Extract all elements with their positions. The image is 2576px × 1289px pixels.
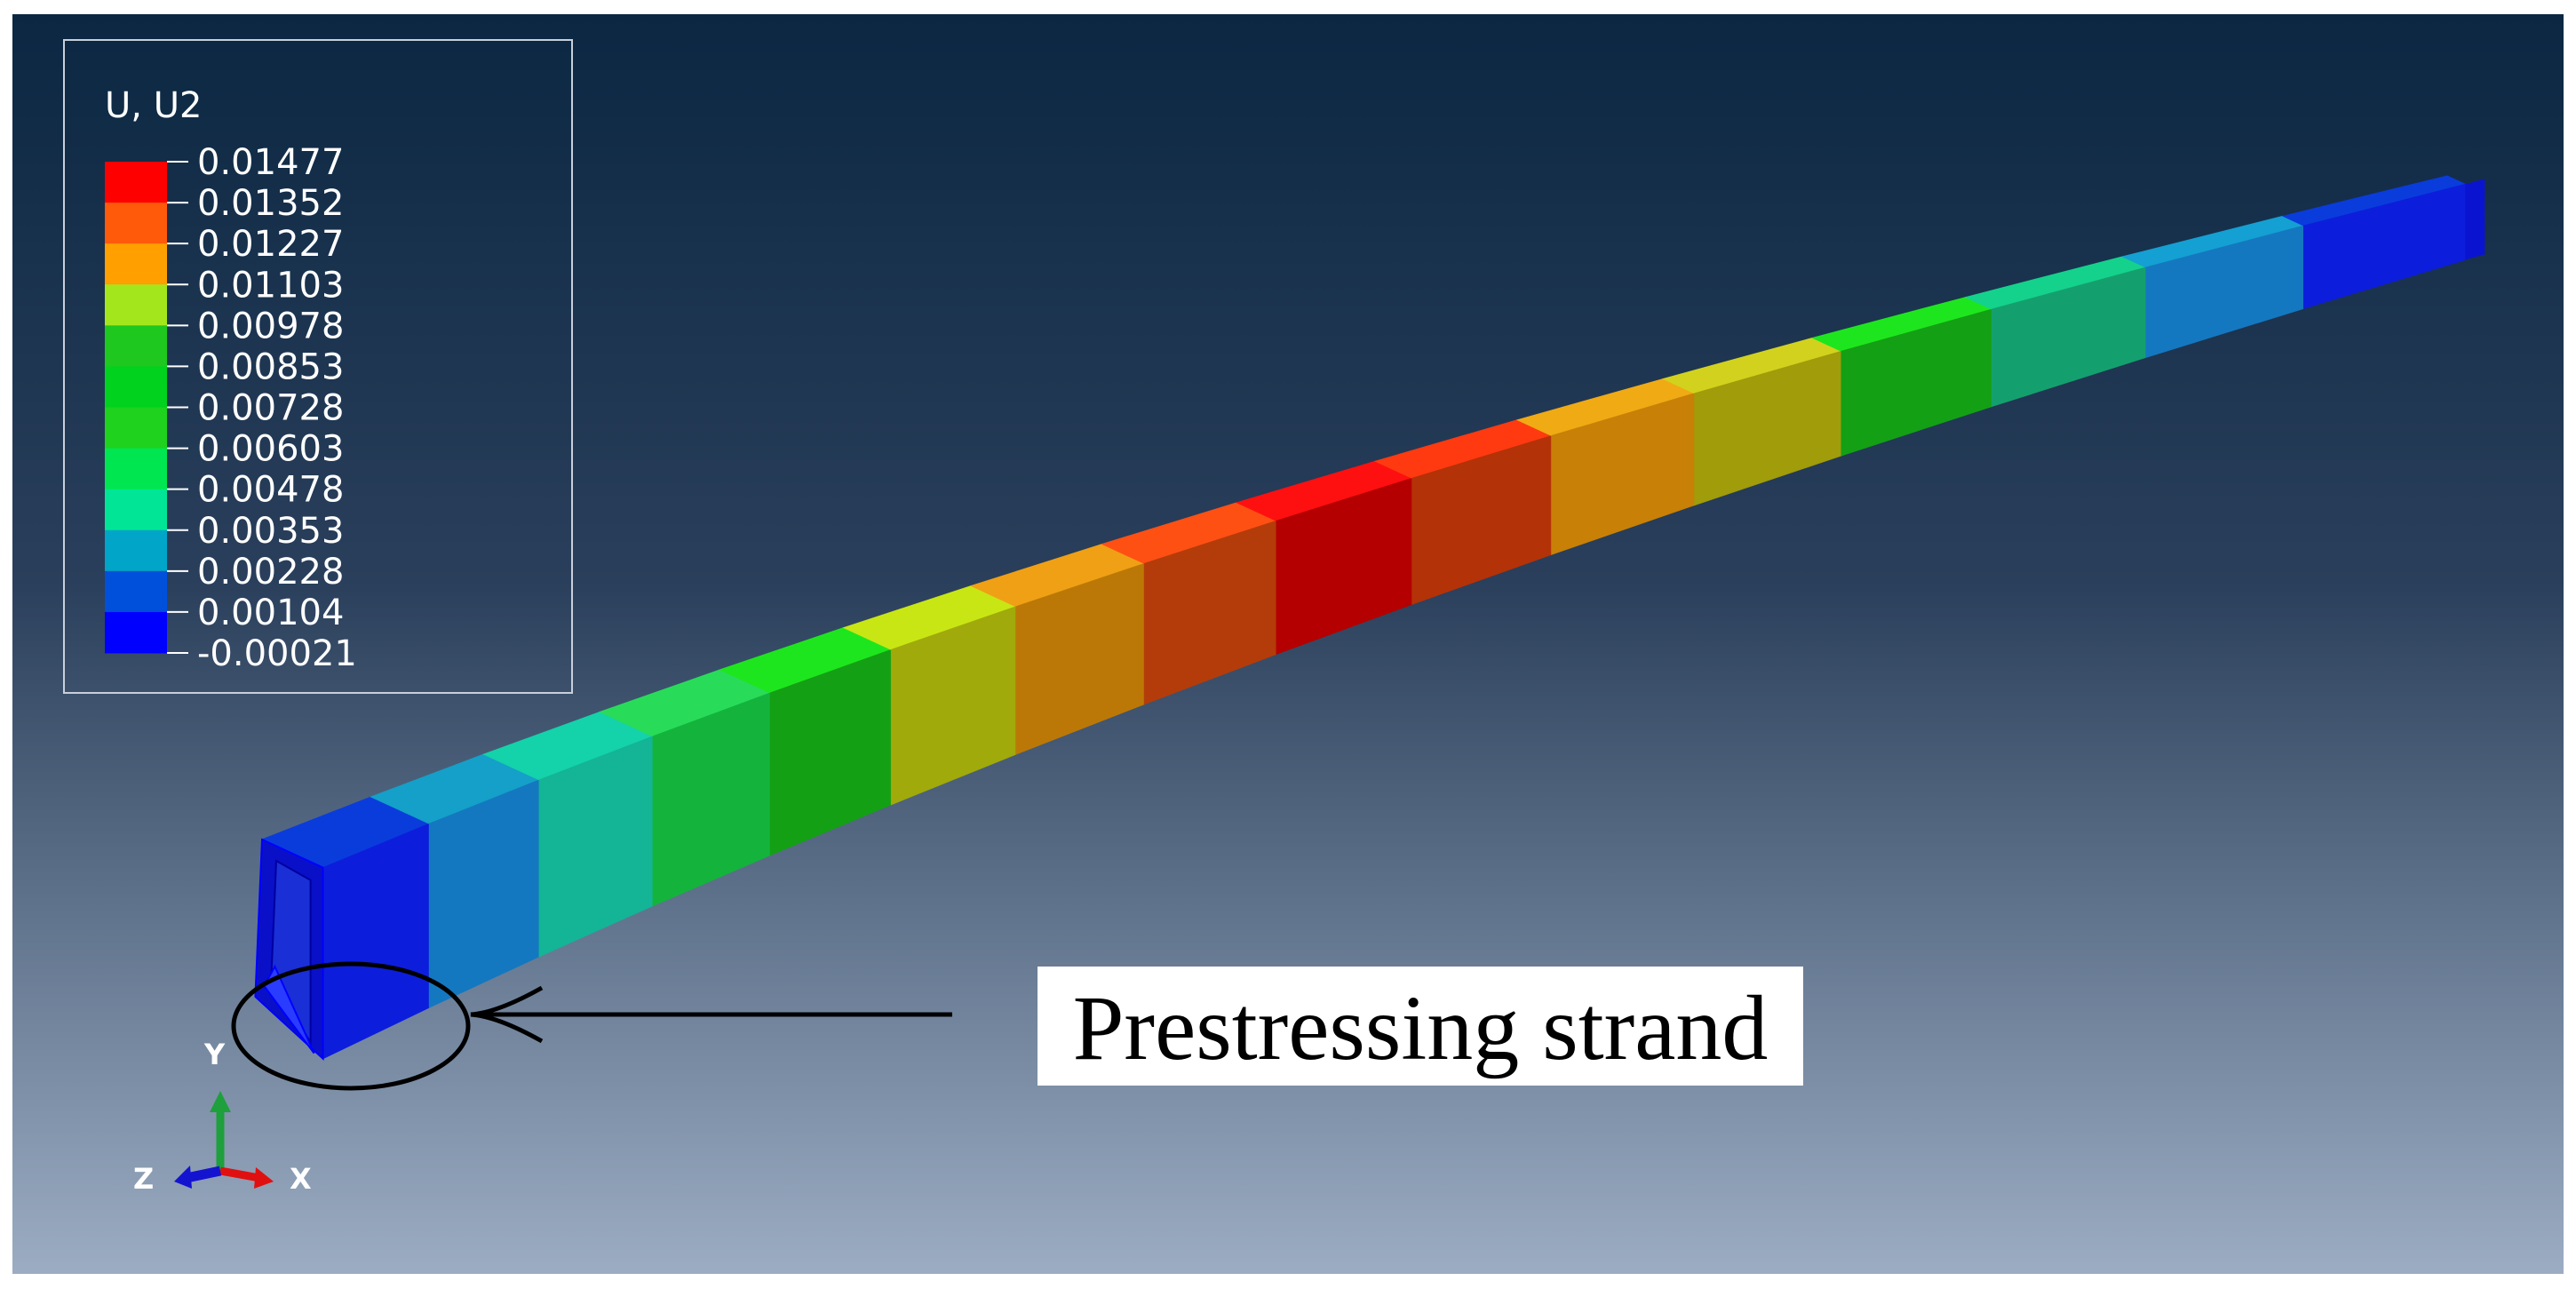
callout-arrow-head <box>470 985 544 1044</box>
legend-band <box>105 203 167 244</box>
prestressing-strand-end <box>263 964 315 1054</box>
legend-band <box>105 325 167 367</box>
triad-z-axis <box>185 1166 222 1183</box>
legend-band <box>105 570 167 613</box>
callout-label: Prestressing strand <box>1073 977 1769 1079</box>
triad-x-arrow <box>254 1167 274 1189</box>
legend-band <box>105 448 167 490</box>
deformed-beam <box>254 175 2485 1061</box>
legend-label: -0.00021 <box>197 633 357 674</box>
legend-frame <box>63 39 573 694</box>
legend-band <box>105 366 167 408</box>
legend-label: 0.00228 <box>197 552 344 593</box>
legend-band <box>105 611 167 654</box>
legend-title: U, U2 <box>105 85 202 126</box>
legend-label: 0.01227 <box>197 224 344 265</box>
legend-label: 0.00353 <box>197 511 344 552</box>
legend-band <box>105 407 167 450</box>
triad-z-label: Z <box>133 1162 154 1196</box>
legend-color-bands <box>105 161 188 654</box>
axis-triad: Y X Z <box>133 1038 312 1196</box>
callout-label-box <box>1038 967 1803 1086</box>
callout-circle <box>231 961 471 1091</box>
contour-legend: U, U2 0.014770.013520.012270.011030.0097… <box>63 39 573 694</box>
legend-band <box>105 489 167 531</box>
legend-label: 0.01477 <box>197 142 344 183</box>
legend-band <box>105 243 167 285</box>
legend-band <box>105 162 167 203</box>
beam-far-end-face <box>2465 179 2485 260</box>
legend-label: 0.01103 <box>197 265 344 306</box>
legend-band <box>105 529 167 572</box>
triad-x-label: X <box>290 1162 312 1196</box>
legend-label: 0.00978 <box>197 306 344 346</box>
legend-label: 0.00603 <box>197 429 344 470</box>
legend-label: 0.00728 <box>197 388 344 429</box>
triad-z-arrow <box>174 1166 192 1189</box>
triad-y-label: Y <box>203 1038 226 1071</box>
triad-y-arrow <box>210 1091 231 1112</box>
legend-band <box>105 284 167 326</box>
triad-x-axis <box>219 1166 260 1182</box>
strand-callout: Prestressing strand <box>231 961 1803 1091</box>
legend-label: 0.00478 <box>197 470 344 511</box>
legend-label: 0.00104 <box>197 593 344 633</box>
legend-value-labels: 0.014770.013520.012270.011030.009780.008… <box>197 142 357 674</box>
legend-label: 0.01352 <box>197 183 344 224</box>
legend-label: 0.00853 <box>197 346 344 387</box>
beam-end-cavity <box>270 859 312 1046</box>
